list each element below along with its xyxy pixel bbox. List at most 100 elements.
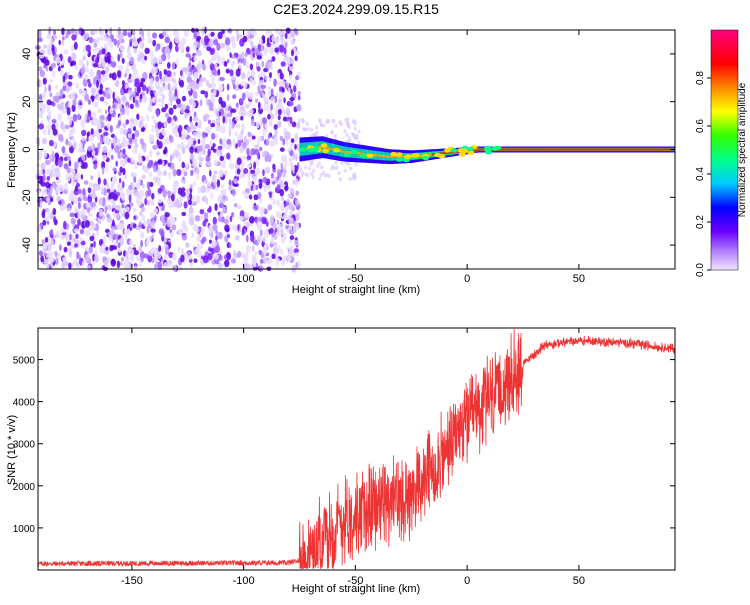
noise-blob <box>200 90 206 95</box>
noise-blob <box>53 30 57 36</box>
noise-blob <box>48 139 54 147</box>
ridge-core <box>626 148 628 151</box>
noise-blob <box>200 243 203 249</box>
noise-blob <box>184 28 189 38</box>
ridge-core <box>523 148 526 151</box>
noise-blob <box>73 175 77 181</box>
noise-blob <box>192 116 199 122</box>
noise-blob <box>55 186 60 195</box>
ridge-core <box>363 152 366 156</box>
noise-blob <box>82 91 86 97</box>
noise-blob <box>113 245 117 250</box>
noise-blob <box>48 246 51 255</box>
x-tick-label: -100 <box>233 273 255 285</box>
noise-blob <box>188 217 195 226</box>
noise-blob <box>196 130 201 139</box>
noise-blob <box>230 258 236 264</box>
ridge-core <box>380 154 383 157</box>
colorbar-tick-label: 0.4 <box>695 167 706 181</box>
spectrogram-x-ticks: -150 -100 -50 0 50 <box>121 30 585 285</box>
noise-blob <box>251 135 256 140</box>
noise-blob <box>180 69 183 77</box>
noise-blob <box>53 216 57 224</box>
noise-blob <box>43 244 48 250</box>
ridge-core <box>440 152 442 155</box>
ridge-core <box>583 148 585 151</box>
noise-blob <box>289 74 293 81</box>
colorbar-frame <box>710 29 739 271</box>
noise-blob <box>169 229 173 234</box>
noise-blob <box>70 244 76 249</box>
noise-blob <box>158 55 162 64</box>
noise-blob <box>119 52 123 59</box>
noise-blob <box>104 56 110 63</box>
noise-blob <box>264 129 268 134</box>
noise-blob <box>202 255 209 264</box>
noise-blob <box>101 161 106 169</box>
noise-blob <box>285 206 289 214</box>
noise-blob <box>185 144 190 150</box>
ridge-core <box>605 148 607 151</box>
noise-blob <box>127 31 133 38</box>
noise-blob <box>41 239 45 245</box>
ridge-core <box>474 148 476 152</box>
noise-blob <box>83 32 88 41</box>
noise-blob <box>82 55 87 61</box>
y-tick-label: 0 <box>21 146 33 152</box>
ridge-blob <box>457 148 465 153</box>
noise-blob <box>209 105 214 112</box>
noise-blob <box>75 207 80 213</box>
noise-blob <box>134 129 140 138</box>
ridge-core <box>358 152 360 155</box>
noise-blob <box>132 72 138 77</box>
noise-blob <box>226 252 232 261</box>
noise-blob <box>214 186 219 191</box>
noise-blob <box>174 132 180 138</box>
noise-blob <box>220 101 227 108</box>
noise-blob <box>74 64 78 71</box>
noise-blob <box>117 120 122 127</box>
noise-blob <box>113 38 118 46</box>
noise-blob <box>271 35 276 42</box>
noise-blob <box>223 219 229 225</box>
noise-blob <box>109 244 114 252</box>
noise-blob <box>293 221 298 227</box>
ridge-core <box>640 148 642 151</box>
noise-blob <box>243 253 247 262</box>
noise-blob <box>284 131 291 140</box>
noise-blob <box>186 85 192 92</box>
noise-blob <box>98 128 102 133</box>
noise-blob <box>220 42 226 49</box>
ridge-core <box>502 148 504 151</box>
ridge-core <box>504 148 506 151</box>
noise-blob <box>70 62 73 67</box>
noise-blob <box>264 123 268 129</box>
noise-blob <box>92 63 99 68</box>
noise-blob <box>269 72 272 78</box>
noise-blob <box>157 198 163 204</box>
noise-blob <box>274 37 280 45</box>
ridge-core <box>585 148 587 151</box>
noise-blob <box>169 135 174 144</box>
noise-blob <box>71 104 76 112</box>
noise-blob <box>225 106 229 112</box>
ridge-core <box>635 148 637 151</box>
noise-blob <box>263 248 267 256</box>
ridge-core <box>473 148 475 152</box>
noise-blob <box>275 211 280 219</box>
noise-blob <box>71 168 76 175</box>
noise-blob <box>65 138 69 145</box>
colorbar-label: Normalized spectral amplitude <box>737 82 748 217</box>
ridge-core <box>636 148 638 151</box>
noise-blob <box>267 60 272 68</box>
noise-blob <box>161 99 165 109</box>
ridge-core <box>385 155 387 158</box>
noise-blob <box>60 234 66 241</box>
noise-blob <box>97 108 102 114</box>
ridge-core <box>550 148 552 151</box>
noise-blob <box>43 150 48 158</box>
noise-blob <box>220 162 226 169</box>
noise-blob <box>110 259 117 267</box>
noise-blob <box>100 136 103 145</box>
